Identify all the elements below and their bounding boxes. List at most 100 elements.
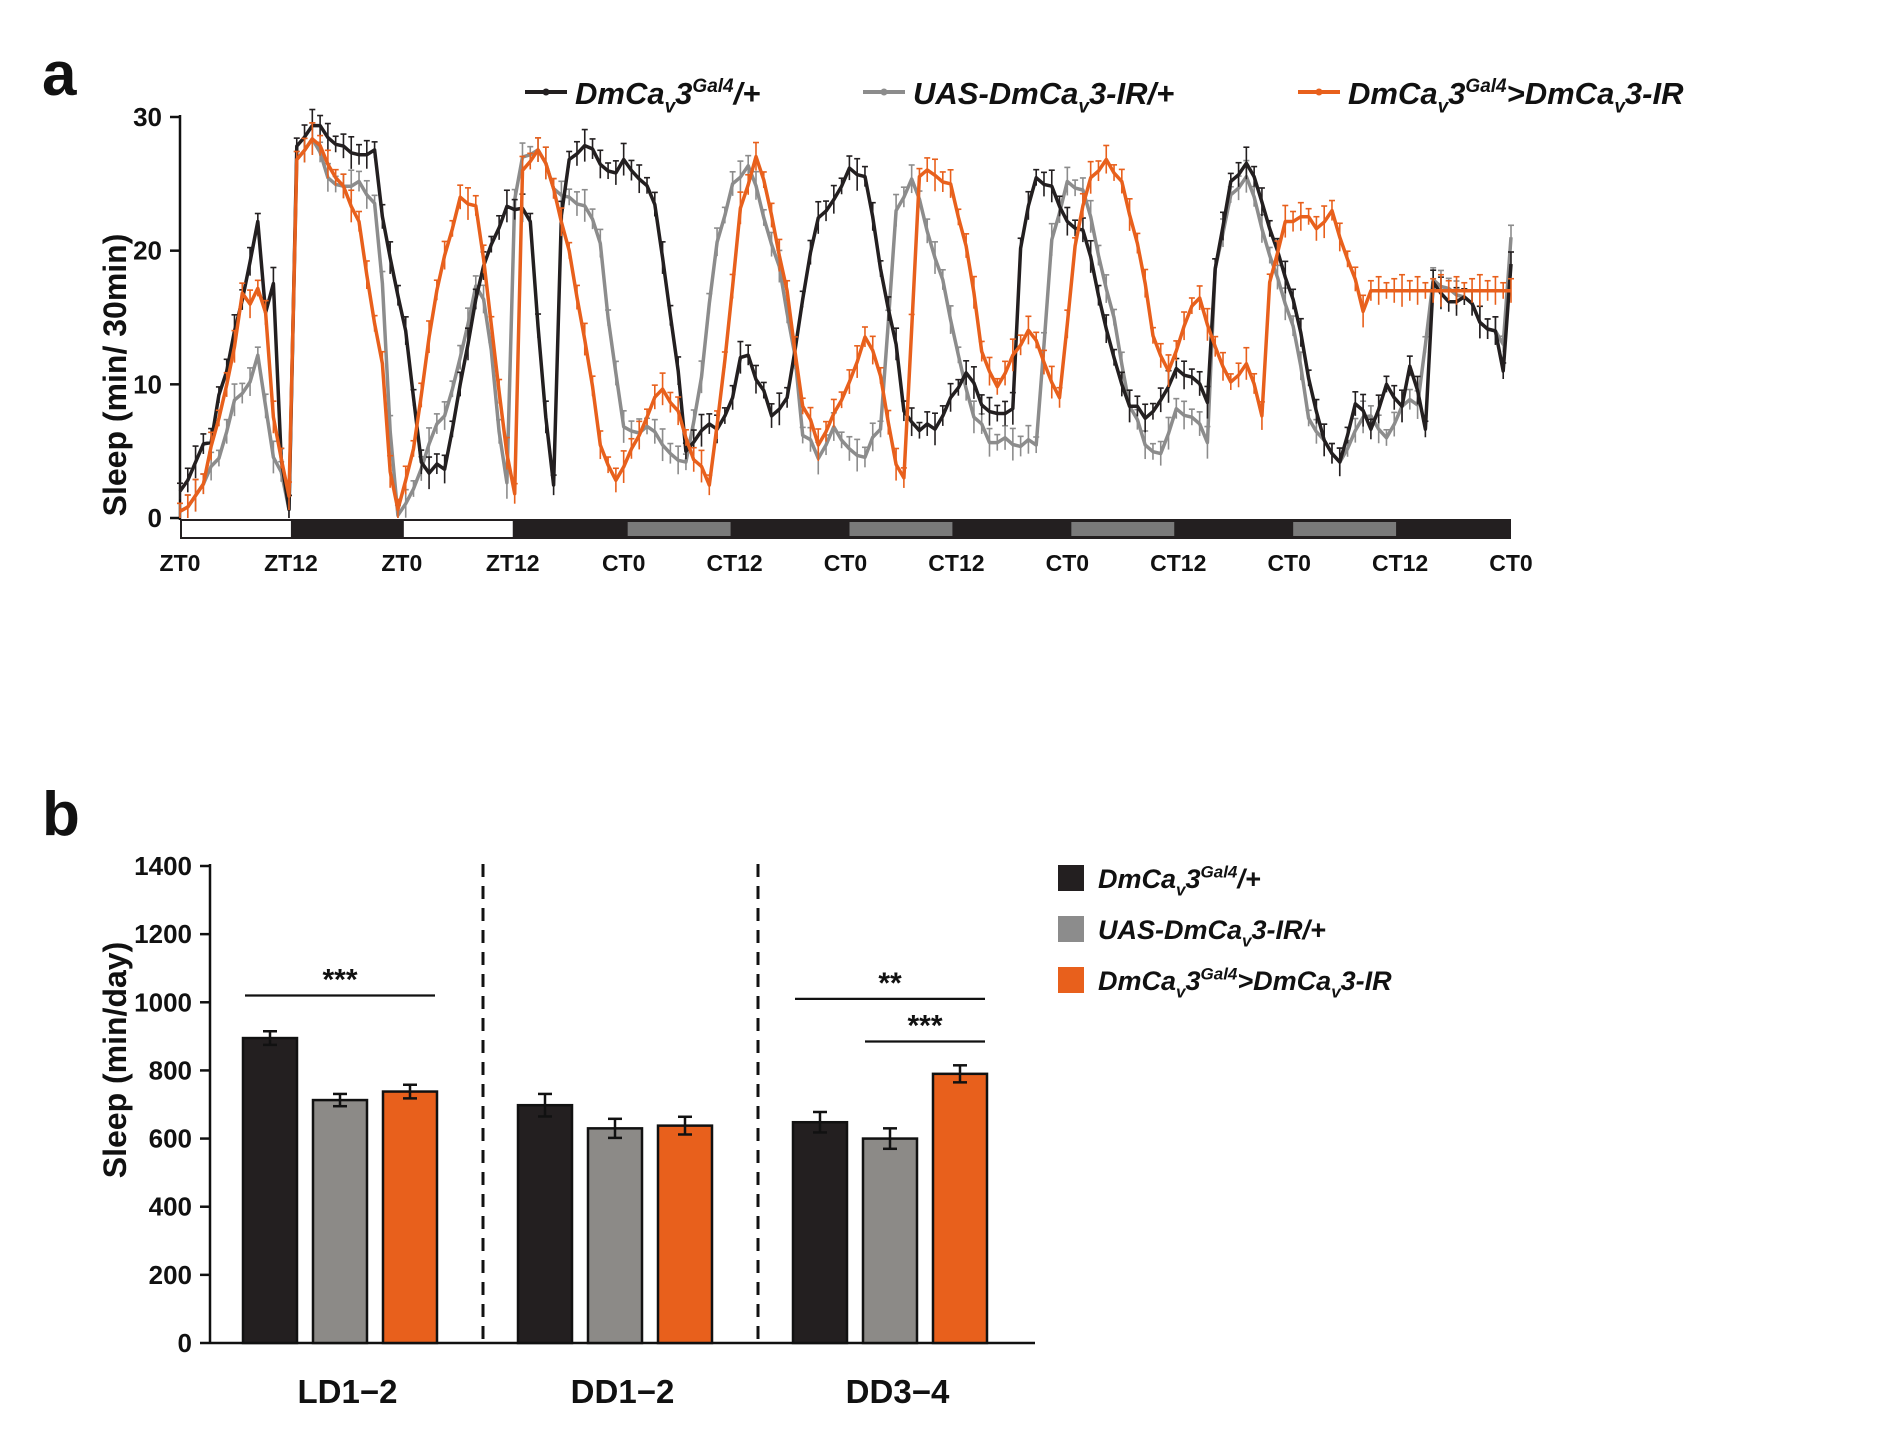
x-tick-label: CT0 (1267, 550, 1310, 576)
bar (791, 1120, 849, 1345)
x-tick-label: ZT12 (486, 550, 540, 576)
y-tick-label: 800 (149, 1055, 192, 1085)
legend-text-part: Gal4 (1201, 863, 1238, 882)
legend-text-part: v (1331, 983, 1342, 1002)
series-line (179, 137, 1511, 513)
light-dark-bar (180, 519, 1511, 539)
x-category-label: DD3−4 (846, 1373, 950, 1410)
subjective-day-segment (627, 522, 731, 536)
x-category-label: LD1−2 (298, 1373, 398, 1410)
bar (311, 1098, 369, 1345)
x-tick-label: CT12 (706, 550, 762, 576)
panel-a-y-axis-label: Sleep (min/ 30min) (97, 234, 133, 517)
legend-swatch (1058, 916, 1084, 942)
panel-a-axes: 0 10 20 30 (133, 102, 182, 533)
subjective-day-segment (1293, 522, 1397, 536)
bar (861, 1137, 919, 1345)
x-tick-label: ZT0 (160, 550, 201, 576)
legend-text-part: 3 (675, 76, 692, 111)
bar (656, 1124, 714, 1345)
legend-text-part: 3 (1448, 76, 1465, 111)
bar (241, 1036, 299, 1345)
panel-b-y-axis-label: Sleep (min/day) (97, 942, 133, 1179)
legend-text-part: 3 (1186, 966, 1201, 996)
legend-text-part: UAS-DmCa (1098, 915, 1242, 945)
legend-text-part: >DmCa (1507, 76, 1615, 111)
legend-text-part: >DmCa (1237, 966, 1331, 996)
panel-b-legend: DmCav3Gal4/+UAS-DmCav3-IR/+DmCav3Gal4>Dm… (1058, 863, 1392, 1002)
y-tick-label: 1200 (134, 919, 192, 949)
legend-text-part: Gal4 (1201, 965, 1238, 984)
legend-text-part: /+ (1236, 864, 1261, 894)
significance-stars: *** (907, 1009, 942, 1042)
y-tick-label: 10 (133, 369, 162, 399)
light-phase-segment (403, 521, 513, 537)
series-line (178, 123, 1513, 512)
panel-b-significance: *** ***** (245, 963, 985, 1043)
line-series-0 (177, 108, 1514, 518)
legend-text-part: 3-IR/+ (1089, 76, 1174, 111)
x-tick-label: CT0 (1489, 550, 1532, 576)
legend-label: UAS-DmCav3-IR/+ (1098, 915, 1326, 951)
legend-marker (880, 88, 888, 96)
legend-text-part: v (1176, 983, 1187, 1002)
x-tick-label: CT0 (602, 550, 645, 576)
significance-stars: ** (878, 967, 902, 1000)
subjective-day-segment (849, 522, 953, 536)
legend-text-part: v (1614, 97, 1626, 118)
legend-label: DmCav3Gal4>DmCav3-IR (1348, 76, 1684, 118)
legend-text-part: 3 (1186, 864, 1201, 894)
series-line (179, 137, 1513, 518)
legend-swatch (1058, 967, 1084, 993)
x-tick-label: CT0 (824, 550, 867, 576)
panel-b-bars: LD1−2 DD1−2 DD3−4 (241, 1029, 989, 1410)
x-category-label: DD1−2 (571, 1373, 675, 1410)
y-tick-label: 400 (149, 1192, 192, 1222)
significance-stars: *** (322, 963, 357, 996)
legend-text-part: DmCa (575, 76, 665, 111)
legend-text-part: v (665, 97, 677, 118)
legend-text-part: 3-IR/+ (1252, 915, 1327, 945)
y-tick-label: 0 (178, 1328, 192, 1358)
bar (931, 1072, 989, 1345)
legend-text-part: Gal4 (692, 76, 734, 97)
legend-text-part: UAS-DmCa (913, 76, 1078, 111)
bar (516, 1103, 574, 1345)
panel-a-label: a (42, 40, 77, 109)
legend-marker (1315, 88, 1323, 96)
legend-marker (542, 88, 550, 96)
legend-text-part: v (1242, 932, 1253, 951)
x-tick-label: CT12 (1372, 550, 1428, 576)
y-tick-label: 600 (149, 1124, 192, 1154)
x-tick-label: ZT12 (264, 550, 318, 576)
y-tick-label: 200 (149, 1260, 192, 1290)
x-tick-label: CT12 (928, 550, 984, 576)
x-tick-label: CT0 (1046, 550, 1089, 576)
legend-text-part: v (1078, 97, 1090, 118)
y-tick-label: 30 (133, 102, 162, 132)
light-phase-segment (182, 521, 291, 537)
legend-label: DmCav3Gal4>DmCav3-IR (1098, 965, 1392, 1002)
legend-label: DmCav3Gal4/+ (1098, 863, 1261, 900)
legend-text-part: DmCa (1348, 76, 1438, 111)
panel-a: a DmCav3Gal4/+ UAS-DmCav3-IR/+ DmCav3Gal4>… (42, 40, 1684, 576)
subjective-day-segment (1071, 522, 1175, 536)
panel-b: b Sleep (min/day) 0 200 400 600 800 1000 1200 1… (42, 780, 1392, 1410)
x-tick-label: CT12 (1150, 550, 1206, 576)
bar (381, 1090, 439, 1345)
legend-label: DmCav3Gal4/+ (575, 76, 760, 118)
legend-text-part: v (1438, 97, 1450, 118)
panel-a-legend: DmCav3Gal4/+ UAS-DmCav3-IR/+ DmCav3Gal4>Dm… (525, 76, 1684, 118)
y-tick-label: 1400 (134, 851, 192, 881)
legend-label: UAS-DmCav3-IR/+ (913, 76, 1174, 118)
legend-text-part: 3-IR (1625, 76, 1684, 111)
panel-a-x-ticks: ZT0 ZT12 ZT0 ZT12 CT0 CT12 CT0 CT12 CT0 CT12 CT0 CT… (160, 550, 1533, 576)
y-tick-label: 20 (133, 236, 162, 266)
y-tick-label: 0 (148, 503, 162, 533)
legend-text-part: v (1176, 881, 1187, 900)
legend-text-part: Gal4 (1465, 76, 1507, 97)
bar (586, 1127, 644, 1345)
legend-text-part: DmCa (1098, 966, 1176, 996)
line-series-2 (177, 122, 1514, 518)
